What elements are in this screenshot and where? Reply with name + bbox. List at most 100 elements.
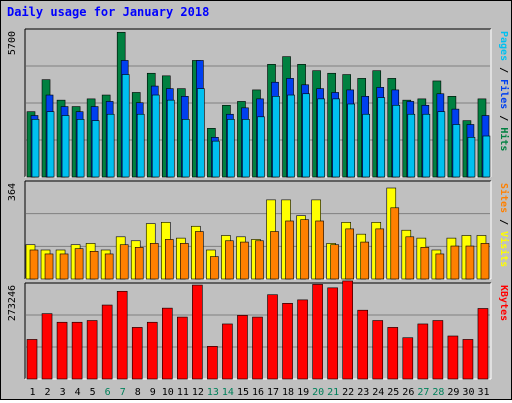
x-tick-label: 17 bbox=[267, 387, 279, 398]
bar-pages-day-19 bbox=[302, 93, 310, 178]
bar-kbytes-day-25 bbox=[387, 327, 399, 380]
legend-sites-label: Sites bbox=[498, 183, 510, 213]
x-tick-label: 16 bbox=[252, 387, 264, 398]
bar-pages-day-24 bbox=[377, 97, 386, 178]
bar-sites-day-12 bbox=[195, 231, 204, 280]
x-tick-label: 12 bbox=[192, 387, 204, 398]
bar-kbytes-day-19 bbox=[297, 299, 308, 380]
bar-sites-day-7 bbox=[119, 244, 129, 280]
bar-sites-day-3 bbox=[59, 253, 69, 280]
bar-pages-day-6 bbox=[106, 113, 115, 178]
bar-pages-day-1 bbox=[31, 119, 40, 178]
bar-kbytes-day-31 bbox=[477, 308, 489, 380]
bar-pages-day-15 bbox=[242, 119, 250, 178]
bar-pages-day-17 bbox=[272, 96, 280, 178]
bar-sites-day-1 bbox=[29, 249, 39, 280]
bar-kbytes-day-2 bbox=[41, 313, 53, 380]
bar-kbytes-day-30 bbox=[462, 339, 474, 380]
x-tick-label: 25 bbox=[387, 387, 399, 398]
x-tick-label: 8 bbox=[135, 387, 141, 398]
x-tick-label: 13 bbox=[207, 387, 219, 398]
x-tick-label: 24 bbox=[372, 387, 384, 398]
x-tick-label: 1 bbox=[30, 387, 36, 398]
panel-3-max-label: 273246 bbox=[7, 285, 18, 321]
bar-sites-day-20 bbox=[315, 220, 324, 280]
legend-visits-label: Visits bbox=[498, 231, 510, 267]
bar-sites-day-27 bbox=[420, 247, 430, 280]
x-tick-label: 19 bbox=[297, 387, 309, 398]
x-tick-label: 6 bbox=[105, 387, 111, 398]
x-tick-label: 18 bbox=[282, 387, 294, 398]
x-tick-label: 10 bbox=[162, 387, 174, 398]
bar-sites-day-14 bbox=[225, 240, 234, 280]
bar-kbytes-day-16 bbox=[252, 316, 263, 380]
bar-pages-day-12 bbox=[197, 88, 205, 178]
x-tick-label: 28 bbox=[432, 387, 444, 398]
bar-sites-day-16 bbox=[255, 240, 264, 280]
x-tick-label: 22 bbox=[342, 387, 354, 398]
bar-sites-day-9 bbox=[149, 243, 159, 280]
legend-kbytes-label: KBytes bbox=[498, 285, 509, 321]
panel-1-legend: Pages / Files / Hits bbox=[498, 31, 510, 151]
bar-sites-day-28 bbox=[435, 253, 445, 280]
bar-pages-day-30 bbox=[467, 136, 476, 178]
bar-sites-day-6 bbox=[104, 253, 114, 280]
x-tick-label: 11 bbox=[177, 387, 189, 398]
bar-kbytes-day-17 bbox=[267, 294, 278, 380]
bar-pages-day-3 bbox=[61, 115, 70, 178]
bar-pages-day-18 bbox=[287, 94, 295, 178]
x-tick-label: 21 bbox=[327, 387, 339, 398]
bar-pages-day-8 bbox=[136, 113, 145, 178]
bar-sites-day-24 bbox=[375, 228, 385, 280]
panel-2-max-label: 364 bbox=[7, 183, 18, 201]
bar-kbytes-day-21 bbox=[327, 287, 338, 380]
legend-files-label: Files bbox=[498, 79, 510, 109]
bar-kbytes-day-9 bbox=[146, 321, 158, 380]
bar-sites-day-23 bbox=[360, 241, 370, 280]
bar-pages-day-13 bbox=[212, 140, 220, 178]
x-tick-label: 20 bbox=[312, 387, 324, 398]
bar-pages-day-7 bbox=[121, 74, 130, 178]
bar-sites-day-11 bbox=[180, 243, 189, 280]
bar-kbytes-day-26 bbox=[402, 337, 414, 380]
bar-sites-day-2 bbox=[44, 253, 54, 280]
bar-pages-day-29 bbox=[452, 124, 461, 178]
bar-kbytes-day-10 bbox=[161, 307, 173, 380]
bar-sites-day-22 bbox=[345, 228, 354, 280]
bar-sites-day-4 bbox=[74, 248, 84, 280]
bar-pages-day-20 bbox=[317, 98, 325, 178]
bar-kbytes-day-4 bbox=[71, 321, 83, 380]
legend-separator: / bbox=[498, 61, 509, 79]
bar-pages-day-23 bbox=[362, 113, 371, 178]
bar-pages-day-31 bbox=[482, 135, 491, 178]
bar-kbytes-day-29 bbox=[447, 335, 459, 380]
bar-sites-day-26 bbox=[405, 236, 415, 280]
x-tick-label: 27 bbox=[417, 387, 429, 398]
bar-pages-day-27 bbox=[422, 113, 431, 178]
x-tick-label: 3 bbox=[60, 387, 66, 398]
bar-pages-day-9 bbox=[151, 94, 160, 178]
x-tick-label: 14 bbox=[222, 387, 234, 398]
legend-hits-label: Hits bbox=[498, 127, 510, 151]
bar-pages-day-11 bbox=[182, 119, 190, 178]
bar-kbytes-day-24 bbox=[372, 320, 384, 380]
bar-kbytes-day-15 bbox=[237, 315, 248, 380]
x-tick-label: 5 bbox=[90, 387, 96, 398]
legend-separator: / bbox=[498, 213, 509, 231]
panel-1-max-label: 5700 bbox=[7, 31, 18, 55]
x-tick-label: 30 bbox=[462, 387, 474, 398]
bar-kbytes-day-18 bbox=[282, 303, 293, 380]
bar-kbytes-day-23 bbox=[357, 309, 369, 380]
chart-title: Daily usage for January 2018 bbox=[7, 5, 209, 19]
x-tick-label: 23 bbox=[357, 387, 369, 398]
bar-pages-day-25 bbox=[392, 104, 401, 178]
bar-pages-day-28 bbox=[437, 111, 446, 178]
bar-kbytes-day-13 bbox=[207, 346, 218, 380]
bar-kbytes-day-12 bbox=[192, 284, 203, 380]
bar-kbytes-day-1 bbox=[26, 339, 38, 380]
bar-pages-day-14 bbox=[227, 119, 235, 178]
x-tick-label: 31 bbox=[477, 387, 489, 398]
bar-kbytes-day-20 bbox=[312, 284, 323, 380]
